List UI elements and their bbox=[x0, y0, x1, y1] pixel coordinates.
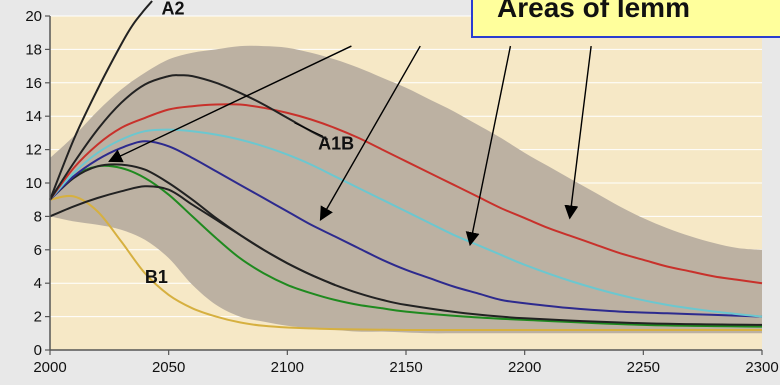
y-tick-label: 18 bbox=[25, 41, 42, 58]
uncertainty-band bbox=[50, 45, 762, 334]
callout-arrow-4 bbox=[564, 45, 592, 220]
series-lines bbox=[49, 0, 763, 332]
series-line-8 bbox=[49, 74, 329, 201]
series-line-1 bbox=[49, 194, 762, 332]
y-tick-label: 8 bbox=[34, 208, 42, 225]
series-line-5 bbox=[49, 140, 763, 318]
label-a2: A2 bbox=[162, 0, 185, 18]
series-line-9 bbox=[49, 0, 153, 201]
y-tick-label: 14 bbox=[25, 108, 42, 125]
x-tick-label: 2200 bbox=[508, 359, 541, 376]
y-tick-label: 4 bbox=[34, 275, 42, 292]
callout-text: Areas of lemm bbox=[497, 0, 690, 23]
y-tick-labels: 0 2 4 6 8 10 12 14 16 18 20 bbox=[25, 8, 42, 359]
series-line-4 bbox=[49, 163, 336, 286]
callout-arrow-2 bbox=[319, 45, 421, 221]
series-line-6 bbox=[49, 128, 763, 318]
x-tick-label: 2100 bbox=[271, 359, 304, 376]
y-tick-label: 6 bbox=[34, 242, 42, 259]
y-tick-label: 16 bbox=[25, 75, 42, 92]
label-a1b: A1B bbox=[318, 134, 354, 154]
callout-arrows bbox=[108, 45, 592, 247]
x-tick-label: 2050 bbox=[152, 359, 185, 376]
y-tick-label: 12 bbox=[25, 142, 42, 159]
axes bbox=[45, 15, 763, 355]
callout-arrow-1 bbox=[108, 45, 352, 163]
x-tick-label: 2250 bbox=[627, 359, 660, 376]
callout-box: Areas of lemm bbox=[471, 0, 780, 38]
x-tick-labels: 2000 2050 2100 2150 2200 2250 2300 bbox=[33, 359, 778, 376]
series-line-7 bbox=[49, 103, 763, 285]
a1b-pointer bbox=[294, 122, 324, 137]
y-tick-label: 0 bbox=[34, 342, 42, 359]
y-tick-label: 2 bbox=[34, 309, 42, 326]
x-tick-label: 2000 bbox=[33, 359, 66, 376]
y-tick-label: 20 bbox=[25, 8, 42, 25]
x-tick-label: 2150 bbox=[389, 359, 422, 376]
series-line-2 bbox=[49, 164, 763, 328]
callout-arrow-3 bbox=[465, 45, 512, 247]
y-tick-label: 10 bbox=[25, 175, 42, 192]
x-tick-label: 2300 bbox=[745, 359, 778, 376]
label-b1: B1 bbox=[145, 267, 168, 287]
